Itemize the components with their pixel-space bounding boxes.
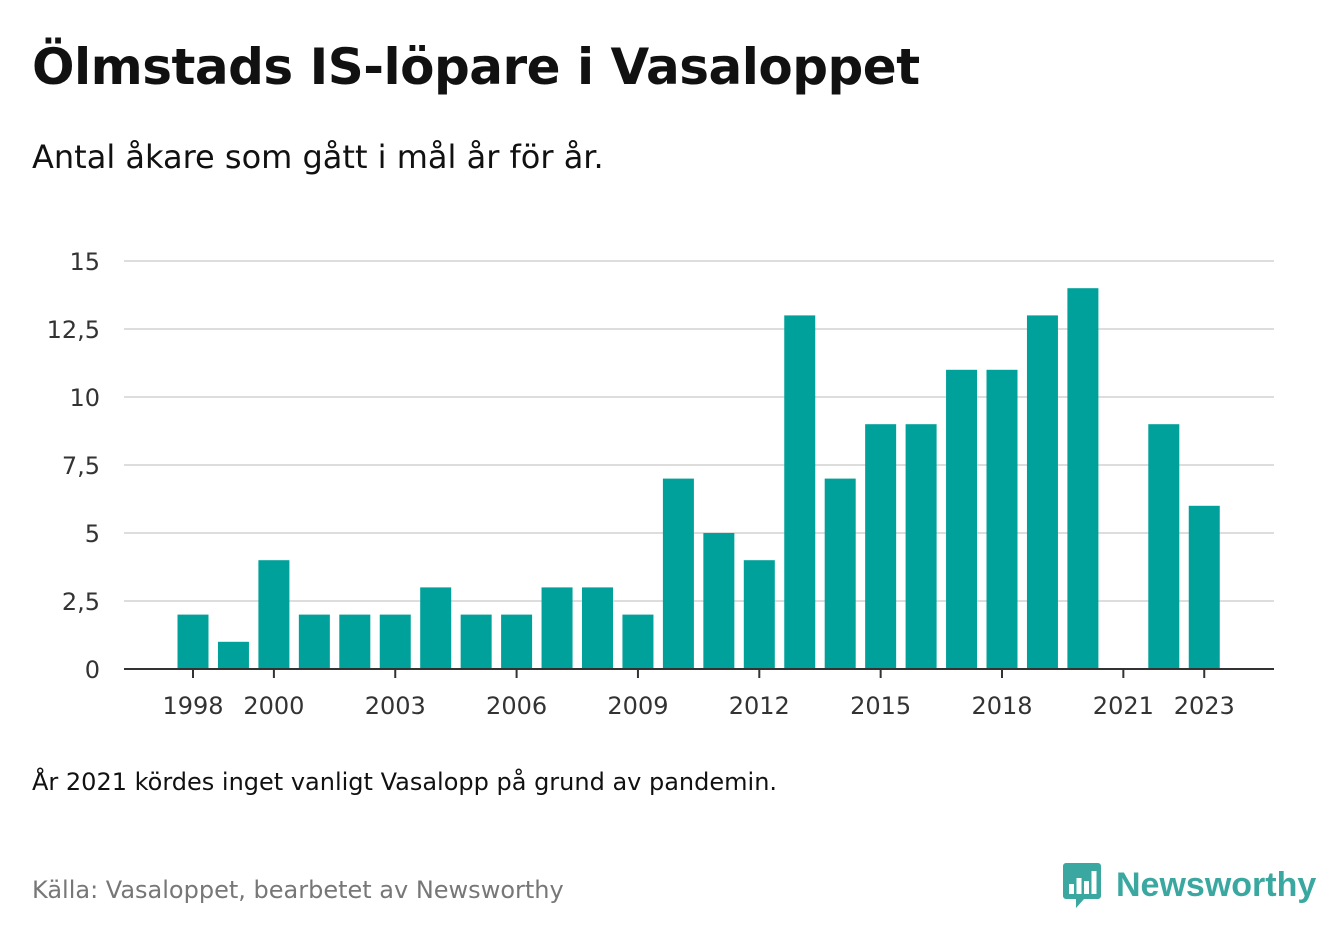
bar-2015 — [865, 424, 897, 669]
bar-2017 — [946, 369, 978, 669]
bar-2023 — [1188, 505, 1220, 669]
x-tick-label: 2021 — [1093, 692, 1154, 720]
bar-2004 — [420, 587, 452, 669]
x-tick-label: 2023 — [1174, 692, 1235, 720]
brand-logo: Newsworthy — [1062, 860, 1316, 910]
bar-2005 — [460, 614, 492, 669]
x-tick-label: 2015 — [850, 692, 911, 720]
bars — [177, 288, 1220, 669]
chart-note: År 2021 kördes inget vanligt Vasalopp på… — [32, 768, 778, 796]
bar-2000 — [258, 560, 290, 669]
y-tick-label: 5 — [85, 520, 100, 548]
brand-name: Newsworthy — [1116, 865, 1317, 904]
bar-2013 — [784, 315, 816, 669]
bar-2007 — [541, 587, 573, 669]
bar-2018 — [986, 369, 1018, 669]
x-tick-label: 2012 — [729, 692, 790, 720]
bar-2003 — [379, 614, 411, 669]
chart-title: Ölmstads IS-löpare i Vasaloppet — [32, 38, 920, 96]
x-tick-label: 1998 — [162, 692, 223, 720]
bar-2020 — [1067, 288, 1099, 669]
x-tick-label: 2000 — [243, 692, 304, 720]
y-tick-label: 15 — [69, 248, 100, 276]
x-tick-label: 2009 — [607, 692, 668, 720]
x-tick-label: 2018 — [971, 692, 1032, 720]
bar-2008 — [582, 587, 613, 669]
y-tick-label: 10 — [69, 384, 100, 412]
axes: 0 2,5 5 7,5 10 12,5 15 1998 2000 2003 2006 2009 2012… — [47, 248, 1274, 720]
bar-1998 — [177, 614, 209, 669]
chart-subtitle: Antal åkare som gått i mål år för år. — [32, 138, 604, 176]
bar-2019 — [1026, 315, 1058, 669]
bar-2001 — [298, 614, 330, 669]
bar-2006 — [501, 614, 533, 669]
bar-2010 — [662, 478, 694, 669]
grid-lines — [124, 260, 1274, 602]
bar-2016 — [905, 424, 937, 669]
bar-2022 — [1148, 424, 1180, 669]
bar-2009 — [622, 614, 654, 669]
bar-2014 — [824, 478, 856, 669]
bar-2002 — [339, 614, 371, 669]
y-tick-label: 2,5 — [62, 588, 100, 616]
source-text: Källa: Vasaloppet, bearbetet av Newswort… — [32, 876, 564, 904]
bar-2012 — [743, 560, 775, 669]
y-tick-label: 0 — [85, 656, 100, 684]
newsworthy-logo-icon — [1063, 863, 1101, 908]
bar-1999 — [217, 641, 249, 669]
x-tick-label: 2003 — [365, 692, 426, 720]
bar-2011 — [703, 533, 735, 669]
x-tick-label: 2006 — [486, 692, 547, 720]
y-tick-label: 12,5 — [47, 316, 100, 344]
y-tick-label: 7,5 — [62, 452, 100, 480]
